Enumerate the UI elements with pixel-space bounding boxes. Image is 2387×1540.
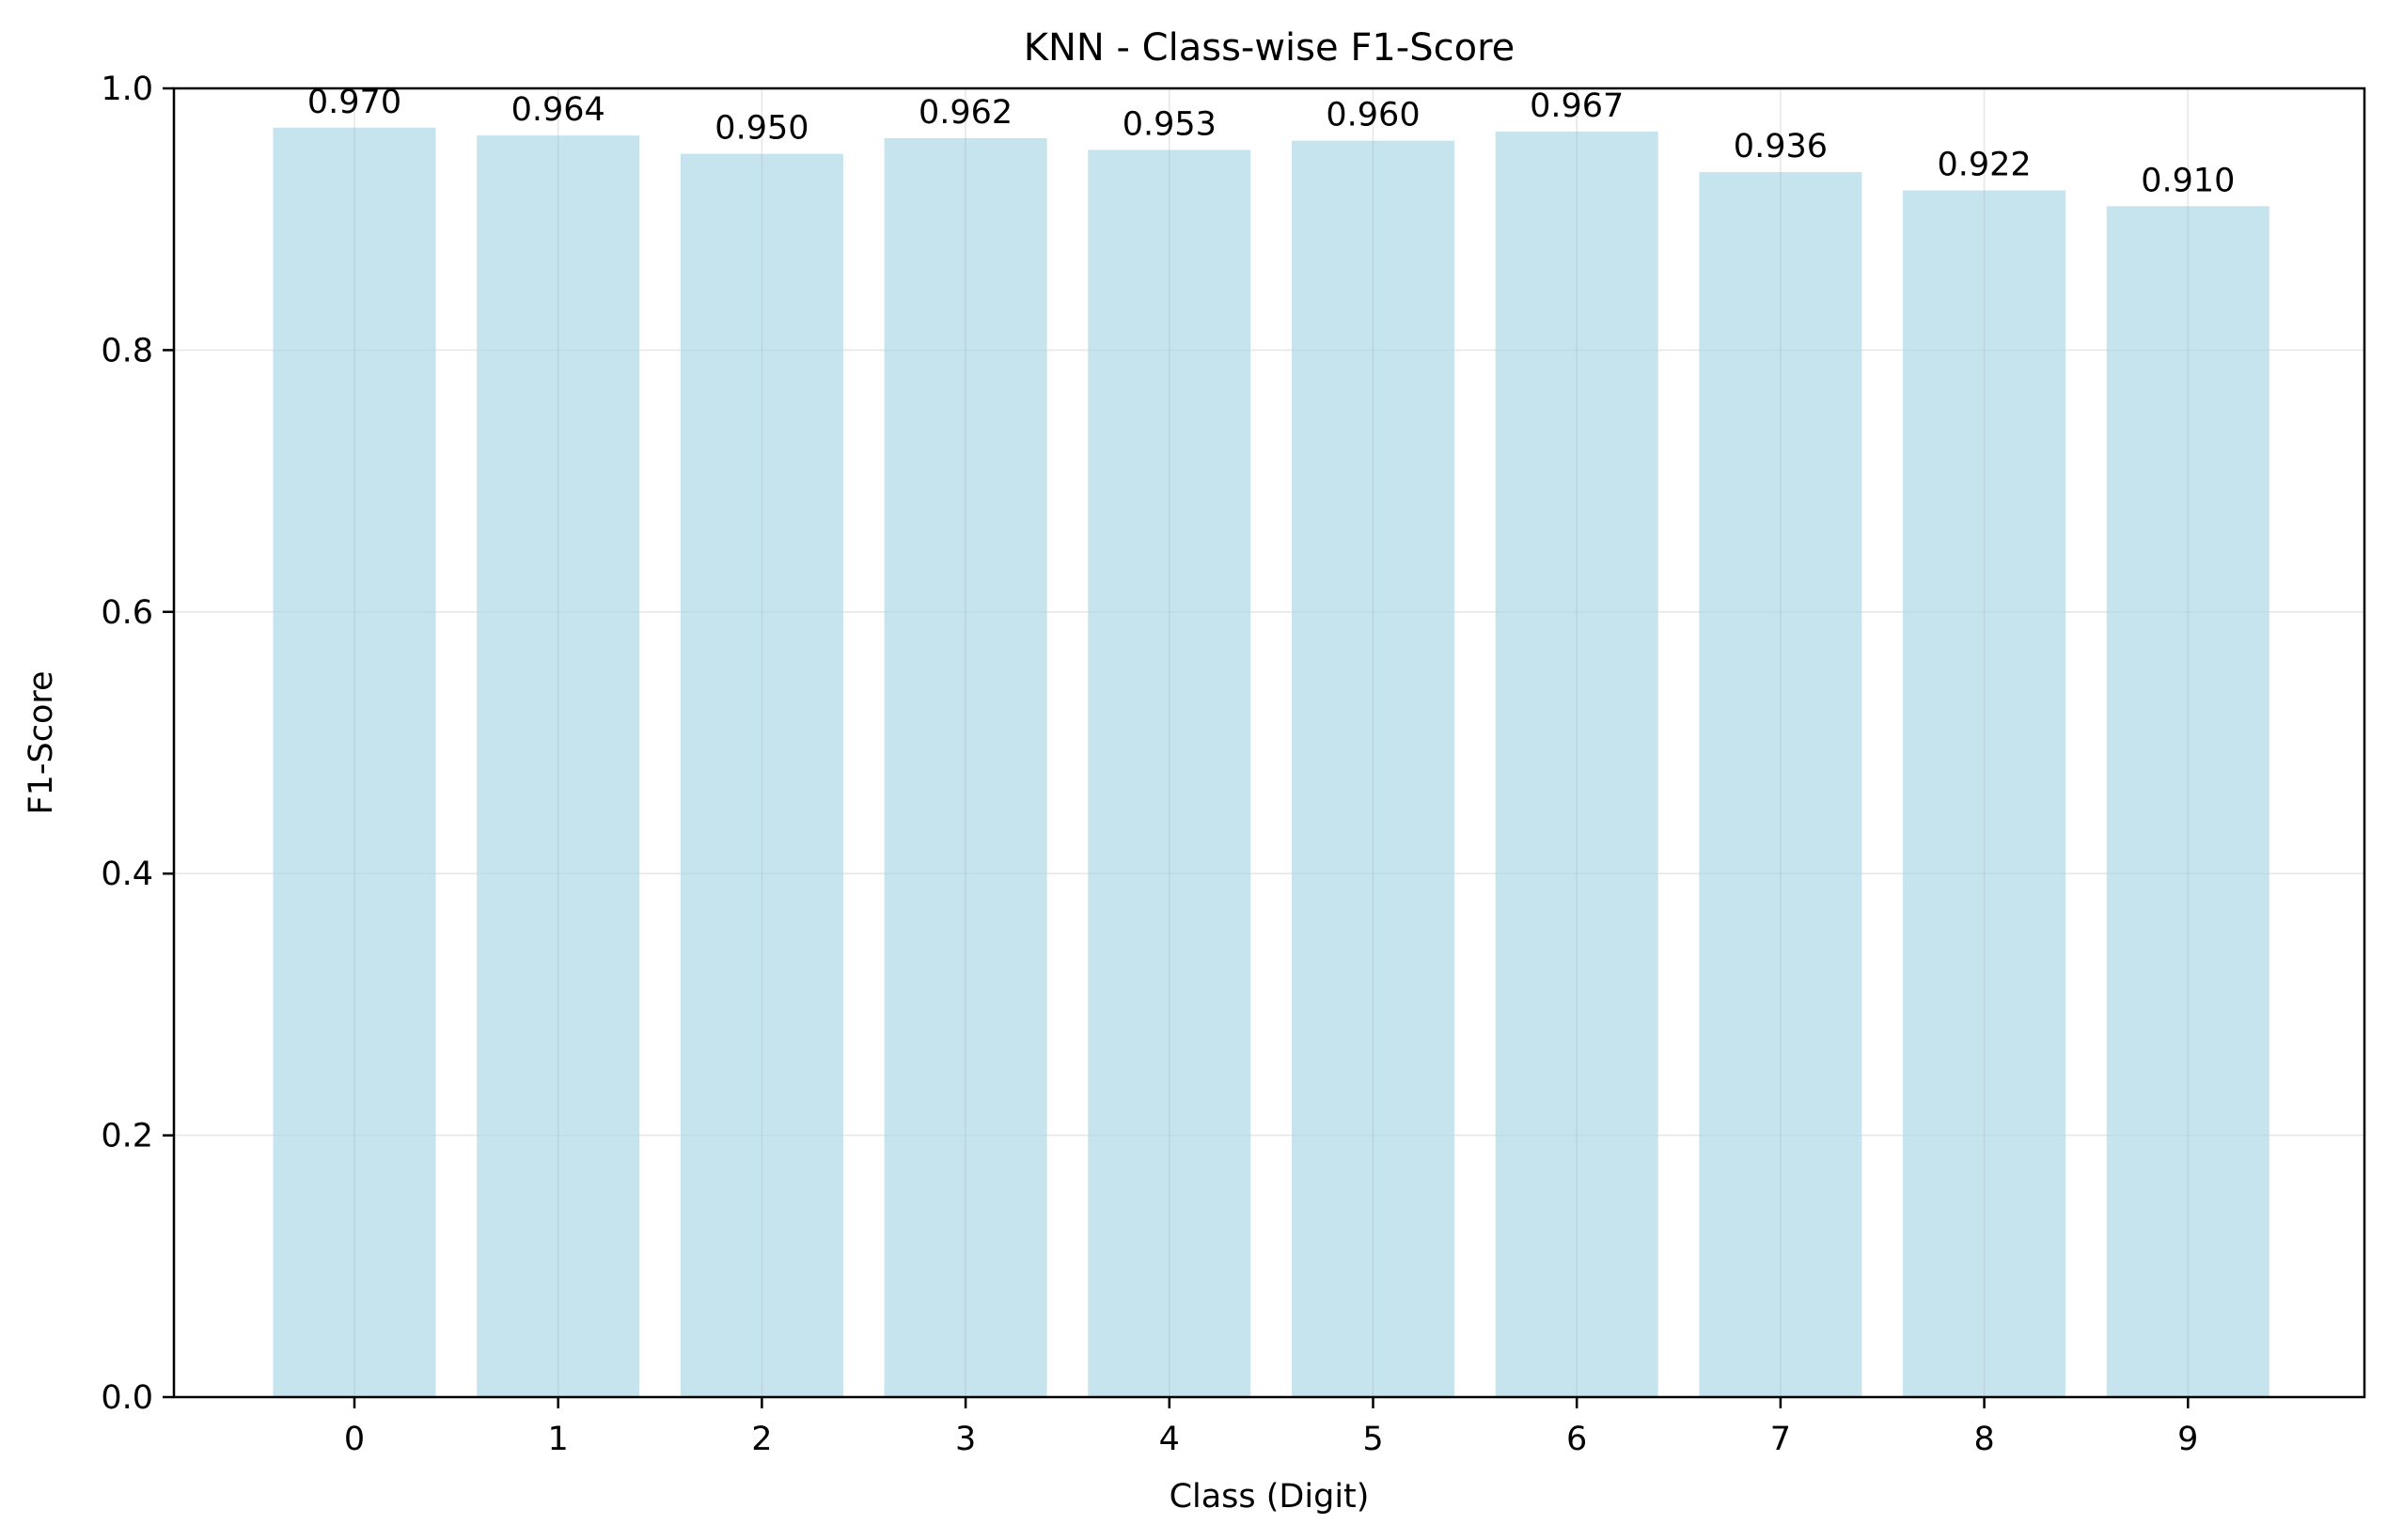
x-axis-label: Class (Digit) — [1170, 1478, 1370, 1516]
bar-value-label: 0.910 — [2141, 162, 2235, 199]
x-tick-label: 1 — [548, 1421, 569, 1458]
bar-class-4 — [1088, 149, 1251, 1398]
x-tick-label: 6 — [1566, 1421, 1587, 1458]
bar-value-label: 0.964 — [511, 91, 605, 129]
y-tick-label: 0.0 — [101, 1379, 153, 1417]
y-tick-label: 0.4 — [101, 856, 153, 893]
y-tick-label: 0.8 — [101, 332, 153, 369]
bar-class-6 — [1495, 131, 1658, 1397]
chart-title: KNN - Class-wise F1-Score — [1024, 26, 1515, 70]
bar-value-label: 0.922 — [1937, 147, 2031, 184]
bar-value-label: 0.960 — [1326, 97, 1420, 134]
tick-layer: 0.0 0.2 0.4 0.6 0.8 1.0 0 1 2 3 4 5 6 7 8 9 — [101, 71, 2198, 1458]
bar-value-label: 0.950 — [715, 110, 809, 148]
bar-value-label: 0.936 — [1734, 128, 1828, 165]
x-tick-label: 0 — [344, 1421, 365, 1458]
x-tick-label: 2 — [751, 1421, 772, 1458]
x-tick-label: 5 — [1362, 1421, 1383, 1458]
bar-class-9 — [2106, 206, 2269, 1397]
bar-class-2 — [680, 153, 843, 1398]
bar-layer — [273, 127, 2269, 1398]
x-tick-label: 7 — [1770, 1421, 1791, 1458]
y-axis-label: F1-Score — [23, 670, 60, 814]
bar-class-0 — [273, 127, 436, 1397]
y-tick-label: 1.0 — [101, 71, 153, 108]
x-tick-label: 9 — [2177, 1421, 2198, 1458]
bar-value-label: 0.953 — [1123, 105, 1217, 143]
x-tick-label: 8 — [1973, 1421, 1994, 1458]
bar-value-label: 0.962 — [919, 94, 1013, 132]
bar-class-5 — [1292, 140, 1454, 1398]
value-label-layer: 0.970 0.964 0.950 0.962 0.953 0.960 0.967 0.936… — [307, 84, 2236, 200]
vertical-grid-layer — [353, 88, 2190, 1397]
bar-value-label: 0.970 — [307, 84, 401, 121]
bar-value-label: 0.967 — [1530, 87, 1624, 125]
bar-class-3 — [884, 137, 1047, 1397]
bar-class-8 — [1903, 190, 2066, 1397]
plot-area-frame — [172, 86, 2366, 1399]
bar-class-7 — [1699, 172, 1862, 1397]
x-tick-label: 4 — [1159, 1421, 1180, 1458]
x-tick-label: 3 — [955, 1421, 976, 1458]
bar-class-1 — [477, 135, 640, 1397]
y-tick-label: 0.2 — [101, 1118, 153, 1155]
y-tick-label: 0.6 — [101, 594, 153, 632]
